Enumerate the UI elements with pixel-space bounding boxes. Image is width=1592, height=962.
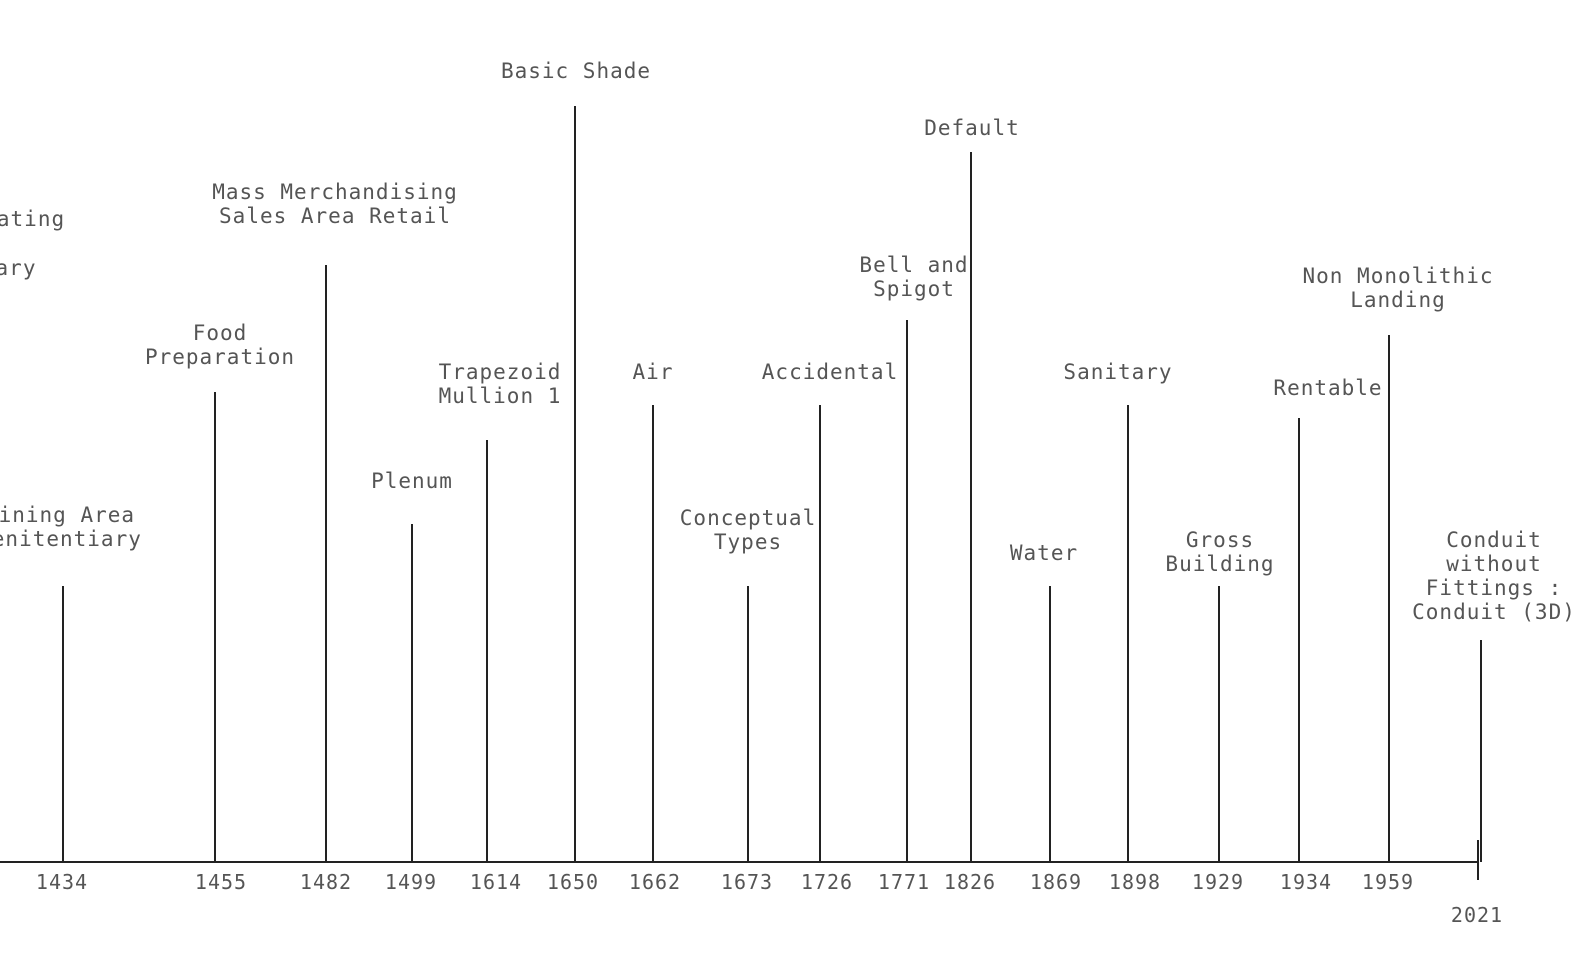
event-label-1455-line-2: Preparation xyxy=(145,345,295,369)
event-label-1726-line-1: Accidental xyxy=(762,360,898,384)
year-label-1662: 1662 xyxy=(629,870,681,894)
event-label-1673-line-1: Conceptual xyxy=(680,506,816,530)
event-label-2021-line-1: Conduit xyxy=(1446,528,1542,552)
event-label-2021-line-2: without xyxy=(1446,552,1542,576)
event-label-1934-line-1: Rentable xyxy=(1273,376,1382,400)
event-label-1771-line-2: Spigot xyxy=(873,277,955,301)
event-label-1869-line-1: Water xyxy=(1010,541,1078,565)
year-label-1434: 1434 xyxy=(36,870,88,894)
year-label-1929: 1929 xyxy=(1192,870,1244,894)
partial-label-second: ary xyxy=(0,256,36,280)
year-label-1898: 1898 xyxy=(1109,870,1161,894)
event-label-1959-line-1: Non Monolithic xyxy=(1302,264,1493,288)
year-label-1934: 1934 xyxy=(1280,870,1332,894)
event-label-1898-line-1: Sanitary xyxy=(1063,360,1172,384)
event-label-1771-line-1: Bell and xyxy=(859,253,968,277)
event-label-1499-line-1: Plenum xyxy=(371,469,453,493)
year-label-1455: 1455 xyxy=(195,870,247,894)
year-label-1771: 1771 xyxy=(878,870,930,894)
year-label-1650: 1650 xyxy=(547,870,599,894)
event-label-2021-line-3: Fittings : xyxy=(1426,576,1562,600)
event-label-1482-line-1: Mass Merchandising xyxy=(212,180,458,204)
year-label-1869: 1869 xyxy=(1030,870,1082,894)
partial-label-top: ating xyxy=(0,207,65,231)
year-label-1482: 1482 xyxy=(300,870,352,894)
event-label-1929-line-1: Gross xyxy=(1186,528,1254,552)
year-label-1499: 1499 xyxy=(385,870,437,894)
event-label-2021-line-4: Conduit (3D) xyxy=(1412,600,1576,624)
event-label-1482-line-2: Sales Area Retail xyxy=(219,204,451,228)
event-label-1650-line-1: Basic Shade xyxy=(501,59,651,83)
year-label-1726: 1726 xyxy=(801,870,853,894)
event-label-1959-line-2: Landing xyxy=(1350,288,1446,312)
event-label-1614-line-1: Trapezoid xyxy=(439,360,562,384)
year-label-1614: 1614 xyxy=(470,870,522,894)
event-label-1614-line-2: Mullion 1 xyxy=(439,384,562,408)
event-label-1434-line-2: Penitentiary xyxy=(0,527,142,551)
year-label-1673: 1673 xyxy=(721,870,773,894)
year-label-1959: 1959 xyxy=(1362,870,1414,894)
event-label-1455-line-1: Food xyxy=(193,321,248,345)
year-label-1826: 1826 xyxy=(944,870,996,894)
event-label-1826-line-1: Default xyxy=(924,116,1020,140)
end-year-label: 2021 xyxy=(1451,903,1503,927)
timeline-events: Dining AreaPenitentiary 1434 FoodPreparati… xyxy=(0,59,1576,894)
event-label-1929-line-2: Building xyxy=(1165,552,1274,576)
event-label-1434-line-1: Dining Area xyxy=(0,503,135,527)
event-label-1662-line-1: Air xyxy=(633,360,674,384)
event-label-1673-line-2: Types xyxy=(714,530,782,554)
